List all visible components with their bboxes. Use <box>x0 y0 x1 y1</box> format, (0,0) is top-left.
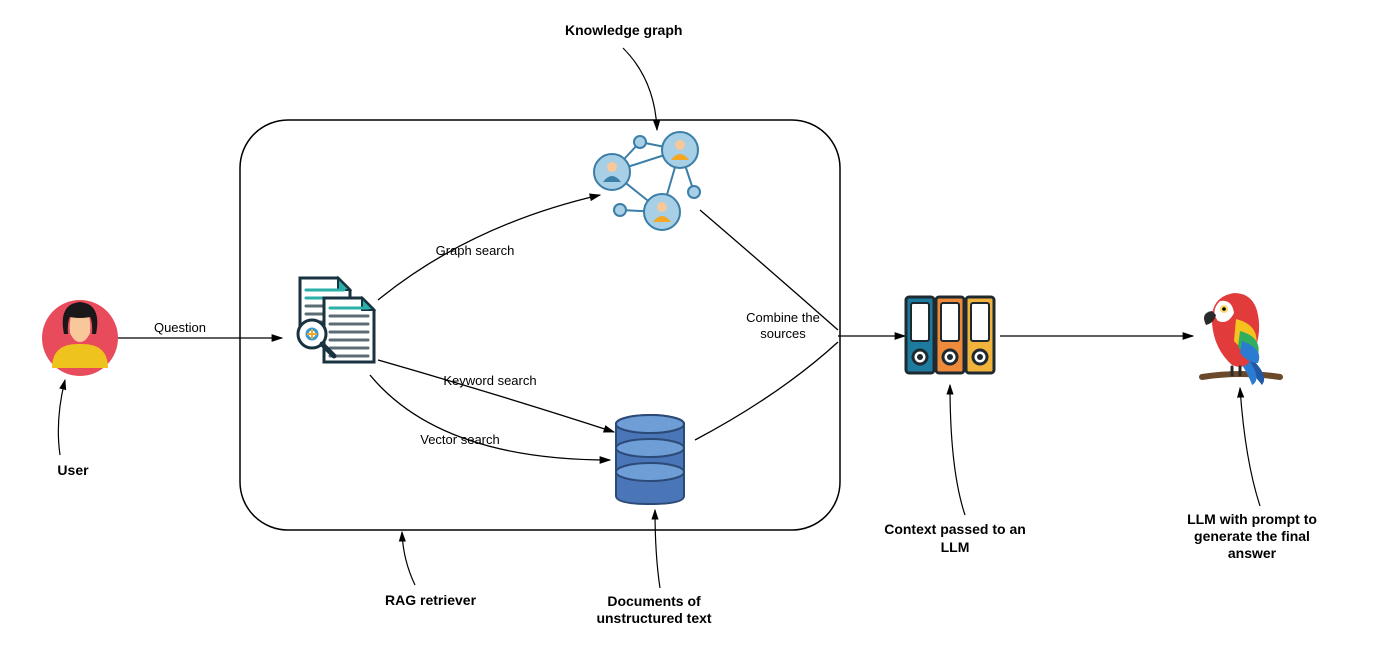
user-icon <box>42 300 118 376</box>
database-icon <box>616 415 684 504</box>
kg-label: Knowledge graph <box>565 22 682 38</box>
binders-icon <box>906 297 994 373</box>
edge-label-comb: Combine the <box>746 310 820 325</box>
edge-c2 <box>695 342 838 440</box>
callout-binders <box>950 385 965 515</box>
edge-label-vs: Vector search <box>420 432 500 447</box>
edge-label-comb: sources <box>760 326 806 341</box>
edge-label-ks: Keyword search <box>443 373 536 388</box>
parrot-icon <box>1202 293 1280 385</box>
knowledge-graph-icon <box>594 132 700 230</box>
user-label: User <box>57 462 89 478</box>
binders-label: Context passed to an <box>884 521 1026 537</box>
diagram-canvas: Question Graph search Keyword search Vector… <box>0 0 1400 654</box>
callout-retriever_box <box>402 532 415 585</box>
parrot-label: generate the final <box>1194 528 1310 544</box>
retriever-label: RAG retriever <box>385 592 477 608</box>
edge-label-gs: Graph search <box>436 243 515 258</box>
callout-user <box>58 380 65 455</box>
documents-icon <box>298 278 374 362</box>
parrot-label: LLM with prompt to <box>1187 511 1317 527</box>
edge-ks <box>378 360 614 432</box>
binders-label: LLM <box>941 539 970 555</box>
db-label: unstructured text <box>596 610 711 626</box>
parrot-label: answer <box>1228 545 1277 561</box>
callout-kg <box>623 48 657 130</box>
callout-db <box>655 510 660 588</box>
callout-parrot <box>1240 388 1260 506</box>
edge-label-q: Question <box>154 320 206 335</box>
db-label: Documents of <box>607 593 701 609</box>
